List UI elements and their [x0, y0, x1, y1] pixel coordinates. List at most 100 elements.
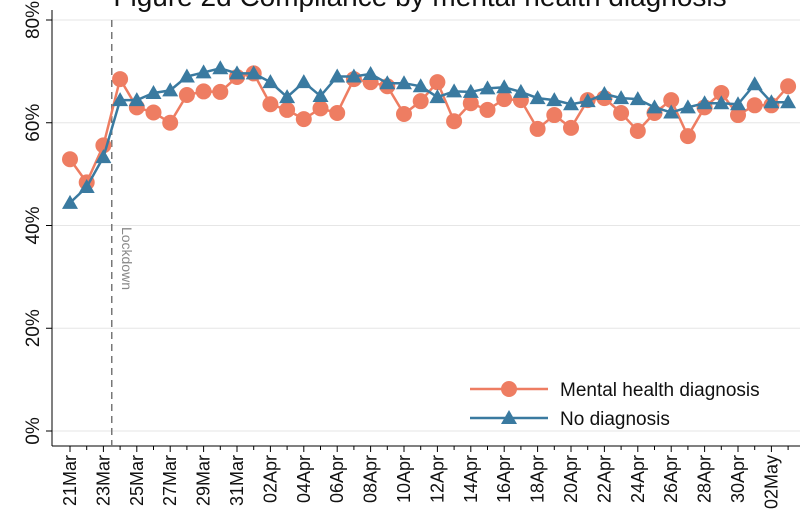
marker	[262, 74, 279, 89]
x-tick-label: 06Apr	[327, 455, 347, 503]
marker	[730, 107, 746, 124]
marker	[245, 65, 262, 80]
marker	[312, 100, 329, 117]
marker	[613, 104, 630, 121]
y-tick-label: 40%	[23, 206, 44, 244]
marker	[596, 85, 613, 100]
marker	[295, 111, 312, 128]
x-tick-label: 02May	[761, 455, 781, 509]
marker	[462, 83, 479, 98]
x-tick-label: 20Apr	[561, 455, 581, 503]
marker	[112, 71, 129, 88]
marker	[379, 75, 396, 90]
marker	[713, 84, 730, 101]
marker	[128, 92, 145, 107]
marker	[429, 89, 446, 104]
marker	[279, 101, 296, 118]
x-tick-label: 12Apr	[427, 455, 447, 503]
marker	[529, 120, 546, 137]
x-tick-label: 21Mar	[60, 455, 80, 506]
x-tick-label: 28Apr	[695, 455, 715, 503]
marker	[713, 95, 730, 110]
marker	[579, 93, 596, 108]
marker	[312, 88, 329, 103]
marker	[629, 122, 646, 139]
marker	[396, 106, 412, 123]
x-tick-label: 27Mar	[160, 455, 180, 506]
marker	[546, 107, 563, 124]
marker	[663, 104, 680, 119]
series-line	[68, 72, 790, 185]
x-tick-label: 22Apr	[594, 455, 614, 503]
marker	[195, 64, 212, 79]
marker	[396, 75, 412, 90]
marker	[345, 68, 362, 83]
marker	[362, 65, 379, 80]
marker	[529, 90, 546, 105]
y-tick-label: 60%	[23, 104, 44, 142]
marker	[546, 92, 563, 107]
marker	[629, 91, 646, 106]
x-tick-label: 31Mar	[227, 455, 247, 506]
x-tick-label: 30Apr	[728, 455, 748, 503]
marker	[696, 95, 713, 110]
x-tick-label: 26Apr	[661, 455, 681, 503]
marker	[412, 93, 429, 110]
marker	[178, 68, 195, 83]
marker	[62, 151, 78, 168]
x-tick-label: 08Apr	[361, 455, 381, 503]
x-tick-label: 23Mar	[93, 455, 113, 506]
marker	[512, 83, 529, 98]
marker	[446, 83, 463, 98]
marker	[212, 83, 229, 100]
y-tick-label: 0%	[23, 417, 44, 445]
marker	[229, 65, 245, 80]
marker	[501, 381, 517, 397]
marker	[212, 60, 229, 75]
marker	[496, 79, 513, 94]
marker	[262, 96, 279, 113]
marker	[746, 97, 763, 114]
marker	[730, 96, 746, 111]
marker	[162, 82, 179, 97]
marker	[501, 410, 517, 424]
marker	[62, 194, 78, 209]
x-tick-label: 29Mar	[194, 455, 214, 506]
marker	[679, 128, 696, 145]
marker	[563, 119, 579, 136]
marker	[429, 74, 446, 91]
marker	[329, 68, 346, 83]
marker	[746, 76, 763, 91]
marker	[162, 114, 179, 131]
y-tick-label: 80%	[23, 1, 44, 39]
marker	[613, 90, 630, 105]
marker	[295, 74, 312, 89]
marker	[145, 84, 162, 99]
marker	[412, 78, 429, 93]
x-tick-label: 24Apr	[628, 455, 648, 503]
x-tick-label: 16Apr	[494, 455, 514, 503]
marker	[663, 92, 680, 109]
marker	[496, 91, 513, 108]
marker	[446, 113, 463, 130]
marker	[145, 104, 162, 121]
y-tick-label: 20%	[23, 309, 44, 347]
marker	[780, 94, 797, 109]
marker	[178, 87, 195, 104]
x-tick-label: 25Mar	[127, 455, 147, 506]
marker	[112, 92, 129, 107]
legend-label: Mental health diagnosis	[560, 380, 760, 401]
x-tick-label: 10Apr	[394, 455, 414, 503]
marker	[279, 89, 296, 104]
marker	[78, 178, 95, 193]
marker	[479, 80, 496, 95]
chart-title: Figure 2d Compliance by mental health di…	[113, 0, 726, 12]
x-tick-label: 02Apr	[260, 455, 280, 503]
annotation: Lockdown	[119, 227, 135, 290]
x-tick-label: 14Apr	[461, 455, 481, 503]
marker	[563, 96, 579, 111]
marker	[95, 149, 112, 164]
x-tick-label: 04Apr	[294, 455, 314, 503]
marker	[646, 99, 663, 114]
